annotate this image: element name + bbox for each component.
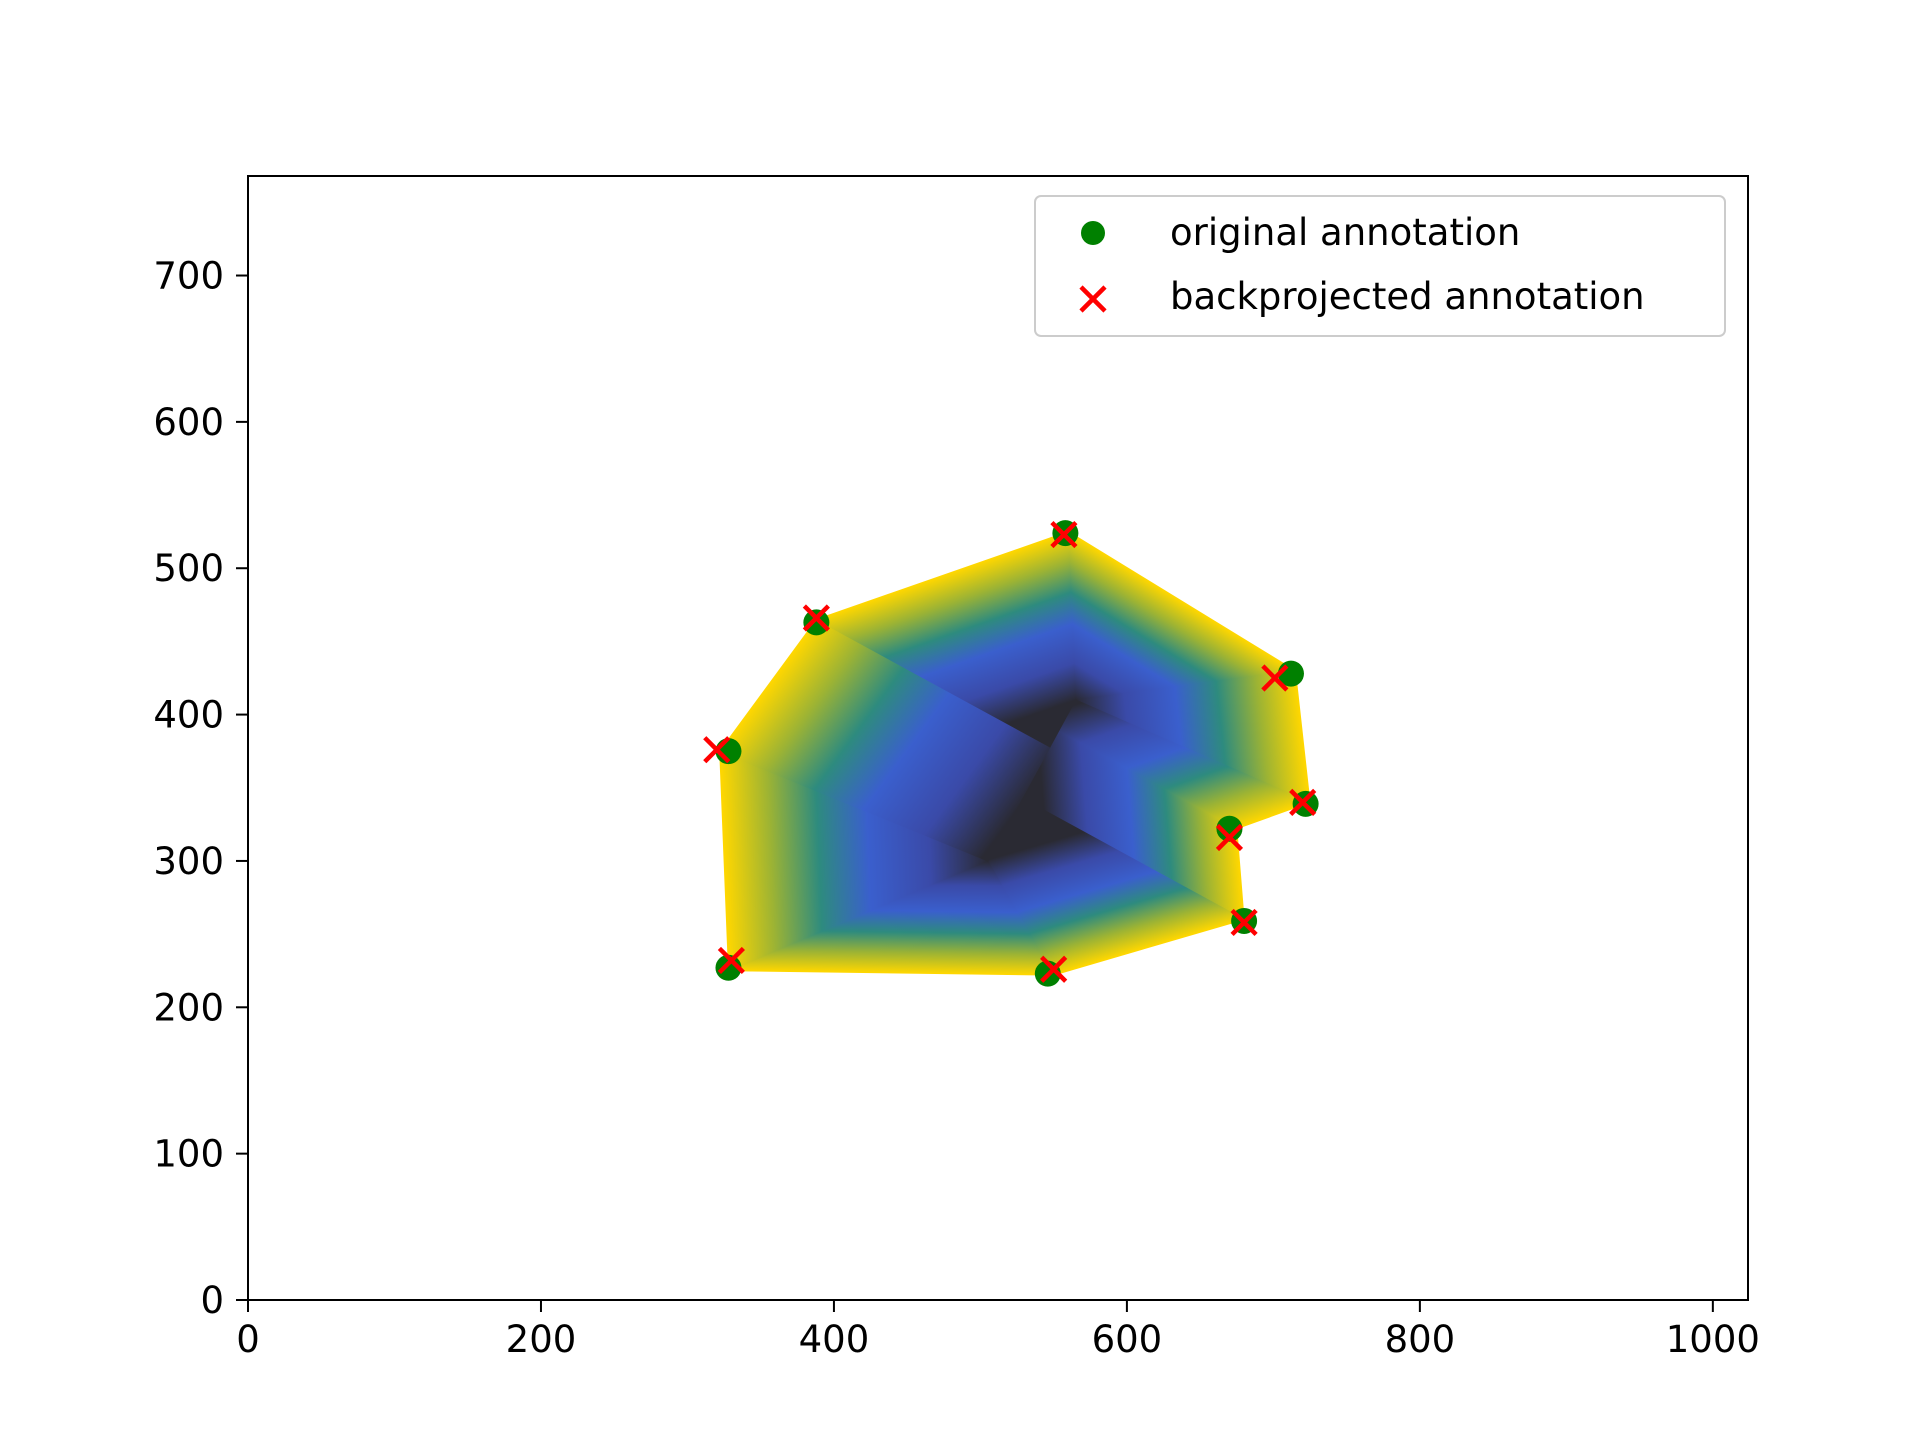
x-tick-label: 200 [506, 1318, 577, 1361]
annotation-polygon [718, 530, 1312, 976]
backprojected-annotation-point [717, 946, 745, 975]
legend: original annotation backprojected annota… [1034, 195, 1726, 337]
x-tick-label: 800 [1385, 1318, 1456, 1361]
legend-marker-original [1081, 221, 1105, 245]
original-annotation-point [803, 609, 830, 636]
y-tick-label: 700 [153, 255, 224, 298]
backprojected-annotation-point [1215, 823, 1244, 852]
backprojected-annotation-point [802, 604, 830, 632]
y-tick-label: 400 [153, 694, 224, 737]
y-axis: 0 100 200 300 400 500 600 700 [153, 255, 248, 1322]
y-tick-label: 600 [153, 401, 224, 444]
x-axis: 0 200 400 600 800 1000 [236, 1300, 1760, 1361]
legend-label-original: original annotation [1170, 211, 1520, 254]
legend-box [1034, 195, 1726, 337]
backprojected-annotation-point [1040, 955, 1068, 983]
backprojected-annotation-point [703, 736, 731, 764]
y-tick-label: 0 [200, 1279, 224, 1322]
x-tick-label: 600 [1092, 1318, 1163, 1361]
backprojected-annotation-point [1261, 664, 1289, 692]
x-tick-label: 1000 [1666, 1318, 1760, 1361]
x-tick-label: 0 [236, 1318, 260, 1361]
backprojected-annotation-point [1230, 908, 1258, 936]
scatter-series [703, 520, 1319, 987]
backprojected-annotation-point [1289, 788, 1317, 816]
y-tick-label: 500 [153, 547, 224, 590]
x-tick-label: 400 [799, 1318, 870, 1361]
legend-label-backprojected: backprojected annotation [1170, 275, 1645, 318]
y-tick-label: 200 [153, 986, 224, 1029]
legend-marker-backprojected [1079, 285, 1107, 313]
polygon-segment [815, 530, 1077, 748]
backprojected-annotation-point [1050, 520, 1078, 549]
y-tick-label: 300 [153, 840, 224, 883]
plot-frame [247, 175, 1749, 1301]
y-tick-label: 100 [153, 1133, 224, 1176]
original-annotation-point [1216, 815, 1243, 842]
